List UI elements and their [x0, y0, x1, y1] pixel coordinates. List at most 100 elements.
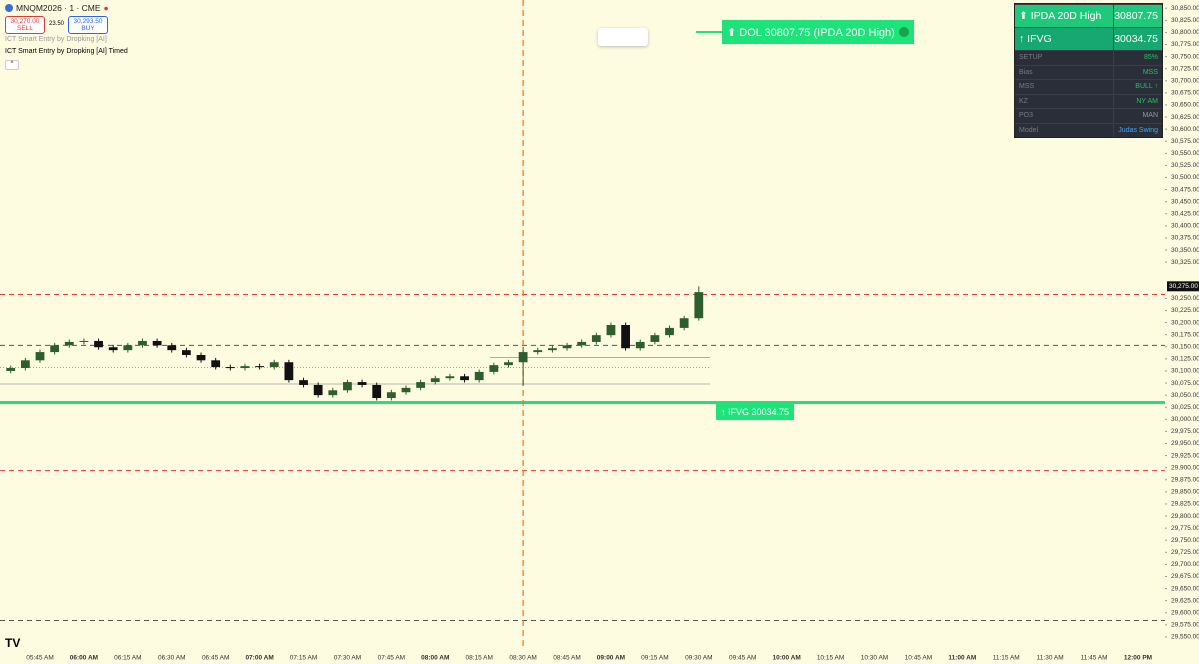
y-tick-label: 30,525.00	[1171, 162, 1199, 169]
panel-value: Judas Swing	[1118, 126, 1158, 134]
candle-body	[430, 378, 440, 383]
candle-body	[167, 345, 177, 351]
candle-body	[621, 325, 630, 349]
panel-value: BULL ↑	[1135, 83, 1158, 91]
buy-button[interactable]: 30,293.50 BUY	[68, 16, 108, 34]
ifvg-text: ↑ IFVG 30034.75	[721, 406, 790, 417]
y-tick-label: 30,400.00	[1171, 223, 1199, 230]
buy-price: 30,293.50	[73, 18, 103, 25]
candle-body	[679, 318, 689, 328]
y-tick-label: 30,775.00	[1171, 41, 1199, 48]
panel-value: NY AM	[1136, 97, 1158, 105]
candle-body	[665, 327, 674, 336]
candle-body	[64, 341, 74, 346]
x-tick-label: 06:30 AM	[158, 655, 185, 662]
x-tick-label: 06:45 AM	[202, 655, 229, 662]
x-tick-label: 05:45 AM	[26, 655, 53, 662]
x-tick-label: 09:45 AM	[729, 655, 756, 662]
candle-body	[6, 368, 16, 371]
candle-body	[401, 387, 411, 393]
candle-body	[533, 350, 543, 353]
panel-row: Model Judas Swing	[1015, 122, 1162, 137]
spread: 23.50	[49, 21, 65, 27]
panel-row: ↑ IFVG 30034.75	[1015, 27, 1162, 50]
y-tick-label: 30,450.00	[1171, 198, 1199, 205]
y-tick-label: 30,800.00	[1171, 29, 1199, 36]
x-tick-label: 09:15 AM	[641, 655, 668, 662]
x-tick-label: 06:15 AM	[114, 655, 141, 662]
y-tick-label: 30,600.00	[1171, 126, 1199, 133]
y-tick-label: 30,650.00	[1171, 102, 1199, 109]
candle-body	[650, 335, 660, 342]
x-tick-label: 07:45 AM	[378, 655, 405, 662]
candle-body	[504, 362, 513, 366]
y-tick-label: 30,475.00	[1171, 186, 1199, 193]
y-tick-label: 30,575.00	[1171, 138, 1199, 145]
candle-body	[123, 345, 133, 351]
dol-text: ⬆ DOL 30807.75 (IPDA 20D High)	[727, 26, 895, 39]
candle-body	[591, 335, 601, 342]
y-tick-label: 30,350.00	[1171, 247, 1199, 254]
x-tick-label: 07:30 AM	[334, 655, 361, 662]
candle-body	[79, 340, 89, 342]
x-tick-label: 08:15 AM	[465, 655, 492, 662]
collapse-button[interactable]: ^	[5, 60, 19, 70]
panel-key: ⬆ IPDA 20D High	[1015, 5, 1114, 27]
y-tick-label: 29,675.00	[1171, 573, 1199, 580]
candle-body	[152, 340, 162, 346]
price-axis	[1165, 0, 1199, 664]
y-tick-label: 30,625.00	[1171, 114, 1199, 121]
x-tick-label: 09:30 AM	[685, 655, 712, 662]
ifvg-label: ↑ IFVG 30034.75	[716, 403, 795, 420]
y-tick-label: 29,825.00	[1171, 501, 1199, 508]
x-tick-label: 08:00 AM	[421, 655, 449, 662]
candle-body	[196, 354, 206, 361]
candle-body	[35, 352, 45, 361]
candle-body	[313, 384, 323, 396]
y-tick-label: 30,850.00	[1171, 5, 1199, 12]
panel-key: KZ	[1015, 94, 1114, 108]
panel-row: Bias MSS	[1015, 64, 1162, 79]
panel-row: SETUP 85%	[1015, 50, 1162, 65]
panel-row: ⬆ IPDA 20D High 30807.75	[1015, 4, 1162, 27]
y-tick-label: 30,200.00	[1171, 319, 1199, 326]
candle-body	[416, 382, 426, 388]
y-tick-label: 30,125.00	[1171, 356, 1199, 363]
symbol-row: MNQM2026 · 1 · CME ●	[5, 3, 109, 13]
y-tick-label: 30,050.00	[1171, 392, 1199, 399]
indicator-label[interactable]: ICT Smart Entry by Dropking [AI]	[5, 36, 107, 43]
last-price-label: 30,275.00	[1169, 283, 1198, 290]
sell-button[interactable]: 30,270.00 SELL	[5, 16, 45, 34]
x-tick-label: 12:00 PM	[1124, 655, 1152, 662]
y-tick-label: 29,750.00	[1171, 537, 1199, 544]
y-tick-label: 30,725.00	[1171, 65, 1199, 72]
y-tick-label: 29,850.00	[1171, 489, 1199, 496]
y-tick-label: 30,500.00	[1171, 174, 1199, 181]
candle-body	[548, 348, 557, 351]
x-tick-label: 10:00 AM	[772, 655, 800, 662]
y-tick-label: 29,975.00	[1171, 428, 1199, 435]
logo[interactable]: TV	[5, 636, 21, 650]
candle-body	[357, 382, 367, 385]
y-tick-label: 29,600.00	[1171, 609, 1199, 616]
symbol[interactable]: MNQM2026 · 1 · CME	[16, 3, 101, 13]
candle-body	[489, 365, 499, 372]
sell-label: SELL	[17, 25, 33, 32]
y-tick-label: 30,550.00	[1171, 150, 1199, 157]
panel-key: Model	[1015, 123, 1114, 137]
candle-body	[182, 350, 191, 355]
candle-body	[138, 340, 147, 346]
y-tick-label: 30,700.00	[1171, 77, 1199, 84]
candle-body	[328, 390, 338, 396]
candle-body	[372, 384, 382, 399]
drawing-toolbar[interactable]	[598, 28, 648, 46]
panel-key: SETUP	[1015, 51, 1114, 65]
panel-row: KZ NY AM	[1015, 93, 1162, 108]
y-tick-label: 30,425.00	[1171, 210, 1199, 217]
y-tick-label: 30,075.00	[1171, 380, 1199, 387]
y-tick-label: 29,950.00	[1171, 440, 1199, 447]
indicator-label[interactable]: ICT Smart Entry by Dropking [AI] Timed	[5, 48, 128, 55]
y-tick-label: 30,675.00	[1171, 90, 1199, 97]
candle-body	[343, 382, 352, 391]
